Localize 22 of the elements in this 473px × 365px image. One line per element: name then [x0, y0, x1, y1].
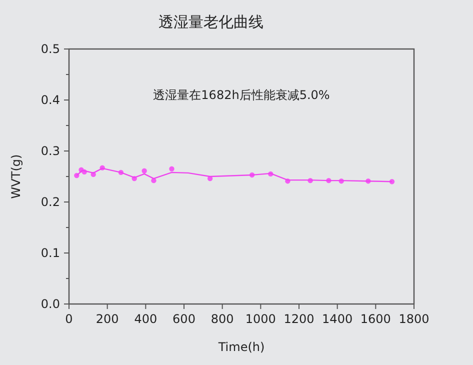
x-tick-label: 0: [65, 312, 73, 326]
x-tick-label: 1800: [398, 312, 430, 326]
y-tick-label: 0.2: [40, 195, 60, 209]
point: [169, 166, 174, 172]
y-tick-label: 0.0: [40, 297, 60, 311]
x-tick-label: 1600: [360, 312, 391, 326]
x-tick-label: 1400: [322, 312, 353, 326]
point: [142, 168, 147, 174]
y-tick-label: 0.1: [40, 246, 60, 260]
y-tick-label: 0.3: [40, 144, 60, 158]
y-tick-label: 0.4: [40, 93, 60, 107]
x-tick-label: 800: [210, 312, 234, 326]
x-tick-label: 1000: [245, 312, 276, 326]
annotation: 透湿量在1682h后性能衰减5.0%: [153, 88, 330, 102]
y-tick-label: 0.5: [40, 42, 60, 56]
title: 透湿量老化曲线: [158, 13, 264, 31]
x-tick-label: 200: [96, 312, 119, 326]
x-tick-label: 600: [172, 312, 196, 326]
x-tick-label: 400: [134, 312, 158, 326]
y-axis-title: WVT(g): [9, 154, 23, 199]
x-tick-label: 1200: [284, 312, 314, 326]
x-axis-title: Time(h): [217, 340, 265, 354]
